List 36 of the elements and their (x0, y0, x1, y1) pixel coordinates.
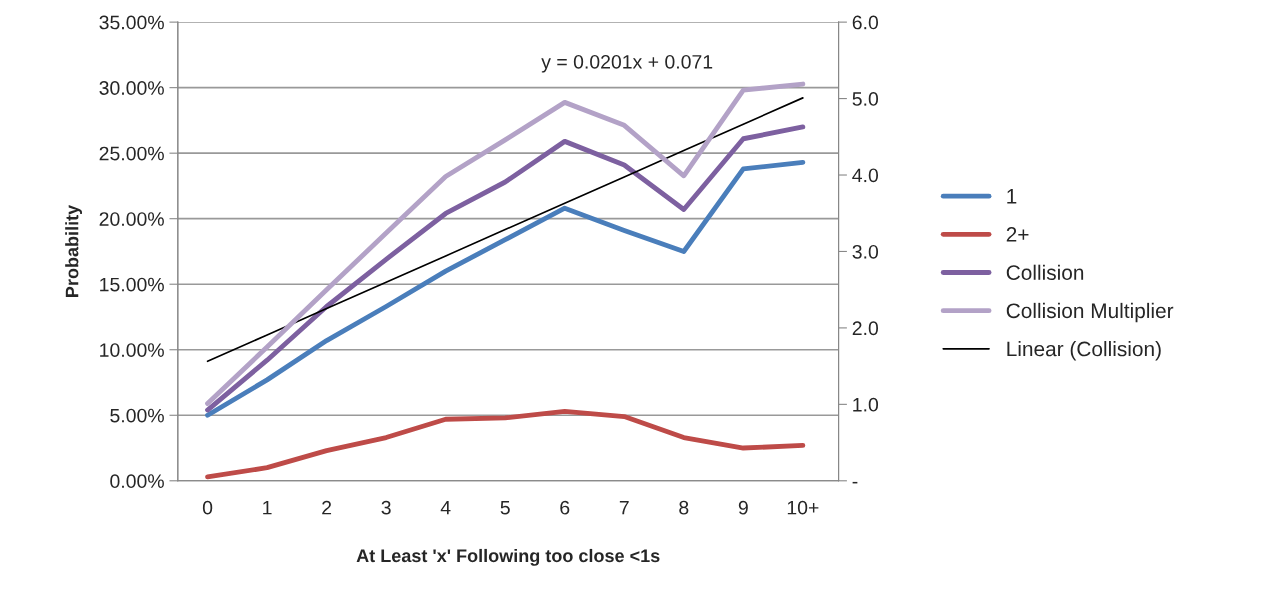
x-tick-label: 1 (263, 500, 272, 515)
x-tick-label: 4 (440, 500, 451, 515)
y-tick-label: 0.00% (110, 474, 164, 489)
y-tick-label: 10.00% (100, 343, 164, 357)
y2-tick-label: 3.0 (852, 244, 879, 259)
y2-tick-label: 2.0 (852, 321, 879, 336)
y2-tick-label: 1.0 (853, 397, 879, 412)
x-tick-label: 2 (322, 500, 332, 515)
line-series (206, 97, 804, 363)
x-tick-label: 7 (619, 500, 629, 515)
x-tick-label: 9 (738, 500, 748, 515)
x-axis-title: At Least 'x' Following too close <1s (356, 548, 660, 566)
x-tick-label: 8 (679, 500, 689, 515)
legend-label: Collision (1006, 264, 1084, 280)
line-series (205, 408, 806, 480)
y-axis-title: Probability (65, 204, 82, 297)
y2-tick-label: 4.0 (852, 168, 879, 183)
legend-label: 2+ (1006, 227, 1029, 242)
y-tick-label: 25.00% (99, 146, 164, 161)
x-tick-label: 10+ (787, 500, 819, 515)
x-tick-label: 0 (202, 500, 213, 515)
y2-tick-label: - (852, 481, 858, 484)
x-tick-label: 6 (560, 500, 570, 515)
annotation: y = 0.0201x + 0.071 (541, 54, 713, 73)
y-tick-label: 20.00% (99, 212, 164, 226)
y2-tick-label: 5.0 (852, 92, 879, 106)
x-tick-label: 3 (381, 500, 391, 515)
legend-label: Collision Multiplier (1006, 302, 1174, 323)
y-tick-label: 5.00% (110, 408, 164, 423)
y-tick-label: 35.00% (99, 15, 164, 30)
y-tick-label: 30.00% (99, 81, 164, 95)
y2-tick-label: 6.0 (852, 15, 879, 30)
legend-label: 1 (1007, 189, 1017, 204)
legend-label: Linear (Collision) (1007, 341, 1161, 361)
x-tick-label: 5 (500, 500, 510, 515)
y-tick-label: 15.00% (100, 277, 164, 292)
